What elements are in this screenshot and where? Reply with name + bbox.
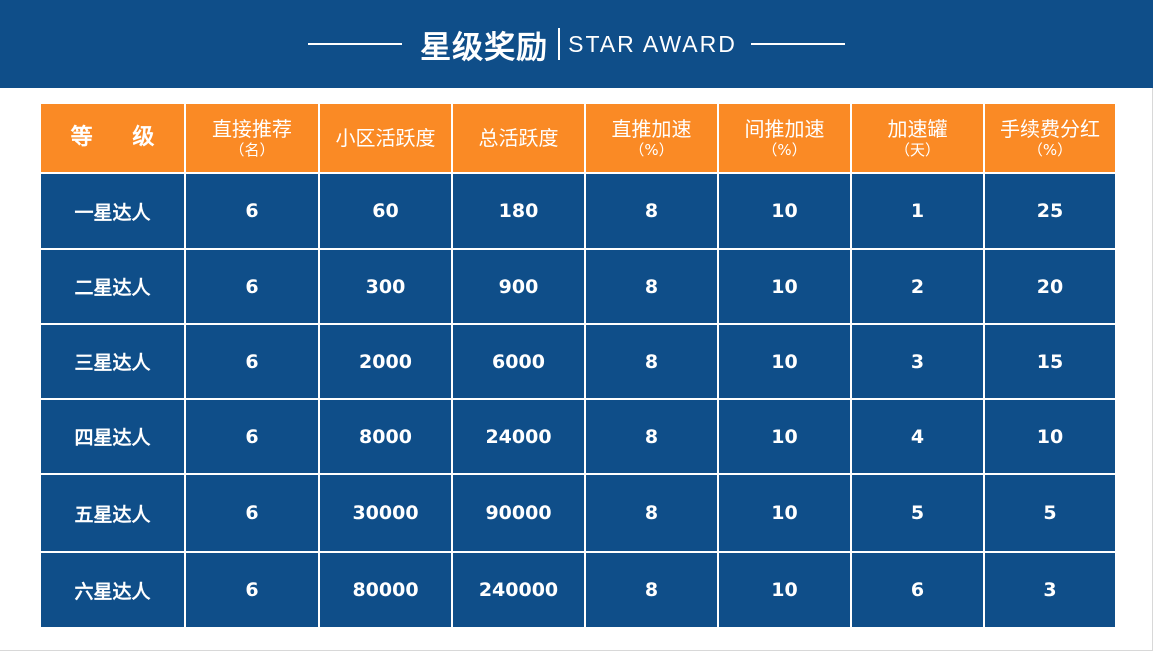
cell-fee-dividend: 20 <box>983 248 1117 325</box>
title-separator <box>558 28 561 60</box>
table-row: 四星达人 6 8000 24000 8 10 4 10 <box>39 398 1117 475</box>
column-header-label: 直接推荐 <box>212 117 292 141</box>
column-header-acceleration-tank: 加速罐 （天） <box>850 102 985 174</box>
cell-community-activity: 30000 <box>318 473 453 553</box>
cell-fee-dividend: 25 <box>983 172 1117 250</box>
cell-community-activity: 300 <box>318 248 453 325</box>
cell-level: 四星达人 <box>39 398 186 475</box>
cell-indirect-acceleration: 10 <box>717 323 852 400</box>
column-header-fee-dividend: 手续费分红 （%） <box>983 102 1117 174</box>
cell-direct-acceleration: 8 <box>584 248 719 325</box>
cell-community-activity: 80000 <box>318 551 453 629</box>
star-award-table: 等 级 直接推荐 （名） 小区活跃度 总活跃度 直推加速 （%） 间推加速 <box>39 102 1117 629</box>
cell-total-activity: 240000 <box>451 551 586 629</box>
cell-fee-dividend: 5 <box>983 473 1117 553</box>
table-header-row: 等 级 直接推荐 （名） 小区活跃度 总活跃度 直推加速 （%） 间推加速 <box>39 102 1117 174</box>
column-header-label: 直推加速 <box>611 117 692 141</box>
cell-total-activity: 24000 <box>451 398 586 475</box>
cell-level: 一星达人 <box>39 172 186 250</box>
cell-acceleration-tank: 3 <box>850 323 985 400</box>
column-header-label: 小区活跃度 <box>335 126 436 150</box>
column-header-label: 手续费分红 <box>1000 117 1100 141</box>
cell-acceleration-tank: 1 <box>850 172 985 250</box>
cell-direct-acceleration: 8 <box>584 398 719 475</box>
column-header-direct-acceleration: 直推加速 （%） <box>584 102 719 174</box>
table-row: 六星达人 6 80000 240000 8 10 6 3 <box>39 551 1117 629</box>
column-header-direct-referrals: 直接推荐 （名） <box>184 102 320 174</box>
cell-direct-acceleration: 8 <box>584 551 719 629</box>
header-title: 星级奖励 STAR AWARD <box>420 22 737 67</box>
header-line-left <box>308 43 403 45</box>
column-header-unit: （名） <box>229 141 275 159</box>
header-banner: 星级奖励 STAR AWARD <box>0 0 1153 88</box>
cell-acceleration-tank: 5 <box>850 473 985 553</box>
cell-indirect-acceleration: 10 <box>717 172 852 250</box>
header-line-right <box>750 43 845 45</box>
column-header-community-activity: 小区活跃度 <box>318 102 453 174</box>
cell-total-activity: 180 <box>451 172 586 250</box>
cell-direct-acceleration: 8 <box>584 323 719 400</box>
cell-direct-acceleration: 8 <box>584 473 719 553</box>
cell-total-activity: 90000 <box>451 473 586 553</box>
title-chinese: 星级奖励 <box>420 29 549 66</box>
column-header-unit: （%） <box>629 141 674 159</box>
title-english: STAR AWARD <box>568 30 737 57</box>
cell-direct-referrals: 6 <box>184 248 320 325</box>
cell-indirect-acceleration: 10 <box>717 248 852 325</box>
cell-community-activity: 60 <box>318 172 453 250</box>
cell-indirect-acceleration: 10 <box>717 551 852 629</box>
cell-direct-referrals: 6 <box>184 398 320 475</box>
column-header-label: 加速罐 <box>887 117 948 141</box>
column-header-unit: （%） <box>1027 141 1073 159</box>
cell-community-activity: 8000 <box>318 398 453 475</box>
column-header-level: 等 级 <box>39 102 186 174</box>
cell-direct-referrals: 6 <box>184 323 320 400</box>
cell-level: 三星达人 <box>39 323 186 400</box>
cell-acceleration-tank: 4 <box>850 398 985 475</box>
column-header-unit: （%） <box>762 141 807 159</box>
cell-direct-referrals: 6 <box>184 172 320 250</box>
cell-indirect-acceleration: 10 <box>717 473 852 553</box>
cell-fee-dividend: 10 <box>983 398 1117 475</box>
cell-indirect-acceleration: 10 <box>717 398 852 475</box>
table-row: 一星达人 6 60 180 8 10 1 25 <box>39 172 1117 250</box>
table-row: 二星达人 6 300 900 8 10 2 20 <box>39 248 1117 325</box>
cell-acceleration-tank: 2 <box>850 248 985 325</box>
cell-total-activity: 6000 <box>451 323 586 400</box>
table-row: 五星达人 6 30000 90000 8 10 5 5 <box>39 473 1117 553</box>
cell-direct-acceleration: 8 <box>584 172 719 250</box>
cell-direct-referrals: 6 <box>184 551 320 629</box>
table-row: 三星达人 6 2000 6000 8 10 3 15 <box>39 323 1117 400</box>
cell-level: 五星达人 <box>39 473 186 553</box>
cell-level: 六星达人 <box>39 551 186 629</box>
cell-direct-referrals: 6 <box>184 473 320 553</box>
cell-level: 二星达人 <box>39 248 186 325</box>
cell-fee-dividend: 15 <box>983 323 1117 400</box>
column-header-label: 等 级 <box>70 125 171 150</box>
cell-community-activity: 2000 <box>318 323 453 400</box>
column-header-unit: （天） <box>894 141 940 159</box>
cell-total-activity: 900 <box>451 248 586 325</box>
column-header-label: 间推加速 <box>744 117 825 141</box>
column-header-indirect-acceleration: 间推加速 （%） <box>717 102 852 174</box>
cell-acceleration-tank: 6 <box>850 551 985 629</box>
cell-fee-dividend: 3 <box>983 551 1117 629</box>
column-header-total-activity: 总活跃度 <box>451 102 586 174</box>
column-header-label: 总活跃度 <box>478 126 559 150</box>
